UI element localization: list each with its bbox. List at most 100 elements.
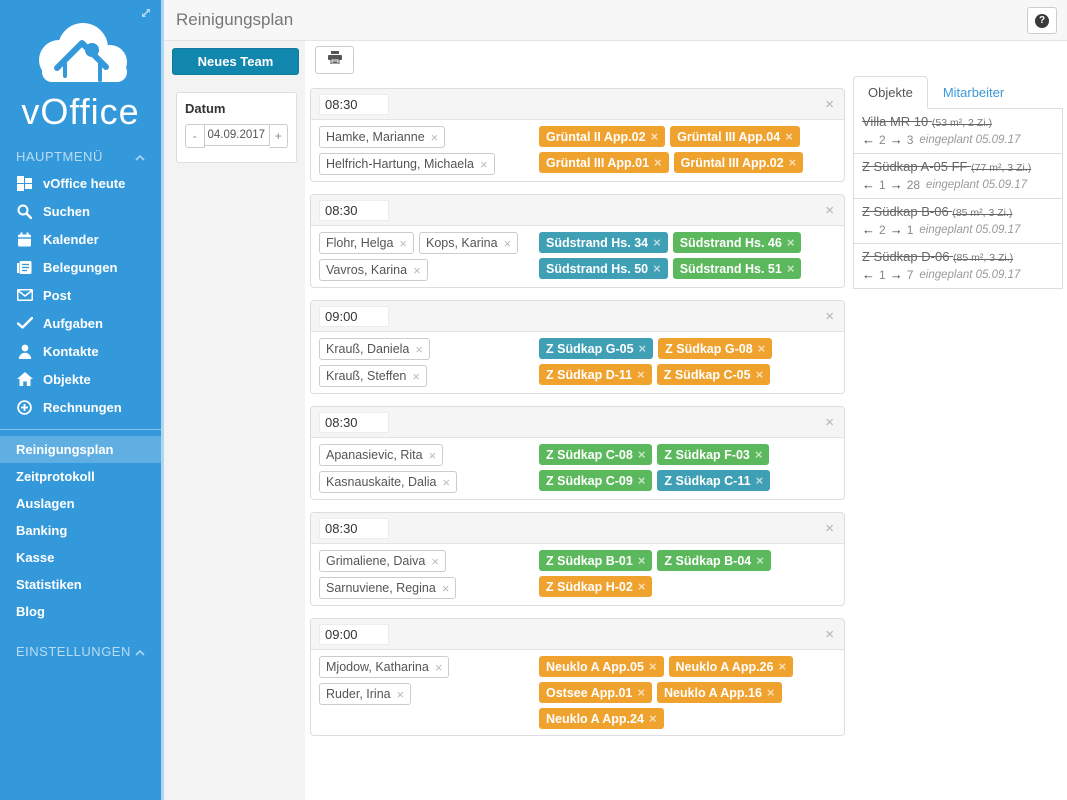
sidebar-item-kasse[interactable]: Kasse <box>0 544 161 571</box>
remove-member-icon[interactable]: × <box>442 474 451 490</box>
member-pill[interactable]: Flohr, Helga × <box>319 232 414 254</box>
object-tag[interactable]: Südstrand Hs. 34 × <box>539 232 668 253</box>
sidebar-item-suchen[interactable]: Suchen <box>0 197 161 225</box>
sidebar-item-blog[interactable]: Blog <box>0 598 161 625</box>
remove-object-icon[interactable]: × <box>786 261 795 276</box>
remove-object-icon[interactable]: × <box>637 367 645 382</box>
remove-object-icon[interactable]: × <box>653 261 661 276</box>
object-list-item[interactable]: Z Südkap A-05 FF (77 m², 3 Zi.) ← 1 → 28 eing… <box>854 154 1062 199</box>
remove-object-icon[interactable]: × <box>654 155 662 170</box>
object-tag[interactable]: Neuklo A App.26 × <box>668 656 794 677</box>
remove-object-icon[interactable]: × <box>778 659 787 674</box>
sidebar-item-reinigungsplan[interactable]: Reinigungsplan <box>0 436 161 463</box>
remove-member-icon[interactable]: × <box>431 553 439 569</box>
object-list-item[interactable]: Z Südkap D-06 (85 m², 3 Zi.) ← 1 → 7 eingepla… <box>854 244 1062 289</box>
date-plus-button[interactable]: + <box>269 124 288 148</box>
team-time-input[interactable] <box>319 305 389 327</box>
sidebar-item-statistiken[interactable]: Statistiken <box>0 571 161 598</box>
remove-object-icon[interactable]: × <box>754 447 763 462</box>
object-list-item[interactable]: Z Südkap B-06 (85 m², 3 Zi.) ← 2 → 1 eingepla… <box>854 199 1062 244</box>
object-tag[interactable]: Z Südkap G-05 × <box>539 338 654 359</box>
print-button[interactable] <box>315 46 354 74</box>
object-tag[interactable]: Z Südkap C-08 × <box>539 444 653 465</box>
remove-object-icon[interactable]: × <box>650 129 659 144</box>
team-time-input[interactable] <box>319 93 389 115</box>
sidebar-item-objekte[interactable]: Objekte <box>0 365 161 393</box>
object-tag[interactable]: Südstrand Hs. 50 × <box>539 258 668 279</box>
remove-member-icon[interactable]: × <box>503 235 512 251</box>
member-pill[interactable]: Kasnauskaite, Dalia × <box>319 471 458 493</box>
object-tag[interactable]: Z Südkap B-04 × <box>657 550 771 571</box>
object-tag[interactable]: Neuklo A App.16 × <box>656 682 782 703</box>
object-tag[interactable]: Z Südkap F-03 × <box>657 444 770 465</box>
sidebar-item-auslagen[interactable]: Auslagen <box>0 490 161 517</box>
object-tag[interactable]: Grüntal III App.04 × <box>670 126 800 147</box>
remove-member-icon[interactable]: × <box>428 447 437 463</box>
remove-object-icon[interactable]: × <box>637 447 646 462</box>
member-pill[interactable]: Hamke, Marianne × <box>319 126 446 148</box>
team-time-input[interactable] <box>319 517 389 539</box>
section-hauptmenu[interactable]: HAUPTMENÜ <box>0 142 161 169</box>
member-pill[interactable]: Vavros, Karina × <box>319 259 428 281</box>
remove-team-icon[interactable]: × <box>825 95 834 113</box>
team-time-input[interactable] <box>319 623 389 645</box>
remove-object-icon[interactable]: × <box>648 711 657 726</box>
remove-member-icon[interactable]: × <box>434 659 443 675</box>
remove-member-icon[interactable]: × <box>479 156 488 172</box>
expand-diagonal-icon[interactable] <box>139 6 153 25</box>
object-tag[interactable]: Grüntal III App.01 × <box>539 152 669 173</box>
remove-member-icon[interactable]: × <box>415 341 423 357</box>
object-tag[interactable]: Südstrand Hs. 51 × <box>672 258 802 279</box>
remove-member-icon[interactable]: × <box>430 129 439 145</box>
object-tag[interactable]: Grüntal III App.02 × <box>673 152 804 173</box>
member-pill[interactable]: Krauß, Steffen × <box>319 365 427 387</box>
remove-team-icon[interactable]: × <box>825 307 834 325</box>
remove-member-icon[interactable]: × <box>413 262 421 278</box>
sidebar-item-zeitprotokoll[interactable]: Zeitprotokoll <box>0 463 161 490</box>
new-team-button[interactable]: Neues Team <box>172 48 299 75</box>
sidebar-item-belegungen[interactable]: Belegungen <box>0 253 161 281</box>
object-tag[interactable]: Neuklo A App.05 × <box>539 656 664 677</box>
member-pill[interactable]: Apanasievic, Rita × <box>319 444 444 466</box>
remove-team-icon[interactable]: × <box>825 625 834 643</box>
sidebar-item-post[interactable]: Post <box>0 281 161 309</box>
member-pill[interactable]: Krauß, Daniela × <box>319 338 430 360</box>
member-pill[interactable]: Kops, Karina × <box>419 232 519 254</box>
sidebar-item-voffice-heute[interactable]: vOffice heute <box>0 169 161 197</box>
remove-object-icon[interactable]: × <box>637 579 646 594</box>
remove-object-icon[interactable]: × <box>755 473 764 488</box>
member-pill[interactable]: Sarnuviene, Regina × <box>319 577 457 599</box>
remove-member-icon[interactable]: × <box>412 368 420 384</box>
sidebar-item-kalender[interactable]: Kalender <box>0 225 161 253</box>
object-tag[interactable]: Südstrand Hs. 46 × <box>672 232 802 253</box>
object-tag[interactable]: Z Südkap B-01 × <box>539 550 653 571</box>
member-pill[interactable]: Mjodow, Katharina × <box>319 656 450 678</box>
remove-object-icon[interactable]: × <box>638 341 647 356</box>
remove-member-icon[interactable]: × <box>399 235 407 251</box>
remove-object-icon[interactable]: × <box>637 473 646 488</box>
remove-member-icon[interactable]: × <box>441 580 450 596</box>
remove-object-icon[interactable]: × <box>653 235 661 250</box>
remove-object-icon[interactable]: × <box>788 155 797 170</box>
team-time-input[interactable] <box>319 411 389 433</box>
object-tag[interactable]: Z Südkap C-11 × <box>657 470 771 491</box>
member-pill[interactable]: Helfrich-Hartung, Michaela × <box>319 153 495 175</box>
object-tag[interactable]: Z Südkap C-05 × <box>656 364 771 385</box>
sidebar-item-kontakte[interactable]: Kontakte <box>0 337 161 365</box>
remove-member-icon[interactable]: × <box>396 686 405 702</box>
remove-object-icon[interactable]: × <box>637 685 645 700</box>
object-tag[interactable]: Z Südkap D-11 × <box>539 364 652 385</box>
remove-object-icon[interactable]: × <box>786 235 795 250</box>
remove-object-icon[interactable]: × <box>755 367 764 382</box>
sidebar-item-banking[interactable]: Banking <box>0 517 161 544</box>
team-time-input[interactable] <box>319 199 389 221</box>
date-input[interactable] <box>204 124 270 146</box>
member-pill[interactable]: Grimaliene, Daiva × <box>319 550 446 572</box>
object-tag[interactable]: Z Südkap G-08 × <box>658 338 773 359</box>
object-tag[interactable]: Grüntal II App.02 × <box>539 126 666 147</box>
section-einstellungen[interactable]: EINSTELLUNGEN <box>0 637 161 664</box>
object-tag[interactable]: Ostsee App.01 × <box>539 682 652 703</box>
remove-team-icon[interactable]: × <box>825 413 834 431</box>
remove-object-icon[interactable]: × <box>785 129 793 144</box>
remove-team-icon[interactable]: × <box>825 519 834 537</box>
